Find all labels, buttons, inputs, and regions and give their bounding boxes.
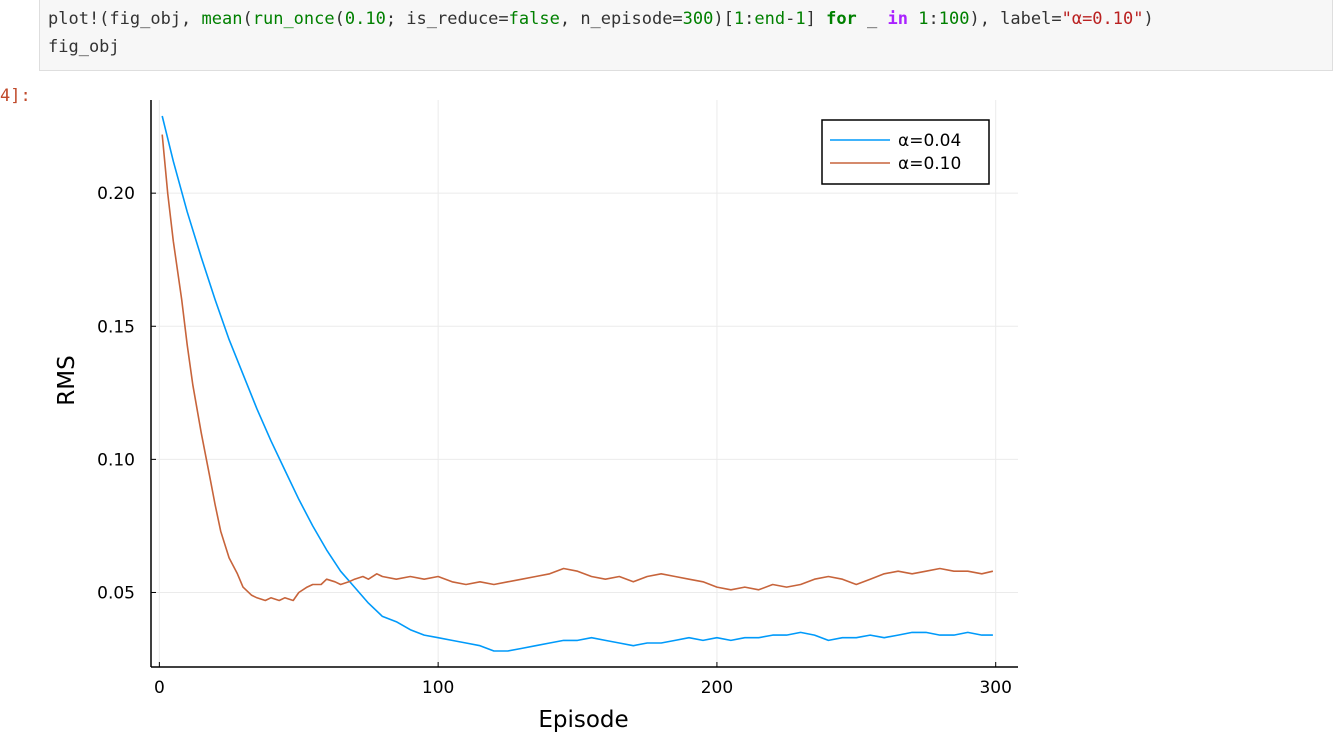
output-prompt: 4]: bbox=[0, 86, 31, 106]
code-cell[interactable]: plot!(fig_obj, mean(run_once(0.10; is_re… bbox=[39, 0, 1333, 71]
code-token: 100 bbox=[938, 9, 970, 29]
code-token: run_once bbox=[252, 9, 335, 29]
code-token: end bbox=[754, 9, 786, 29]
code-token: : bbox=[744, 9, 755, 29]
code-token: , n_episode= bbox=[559, 9, 683, 29]
code-token: mean bbox=[201, 9, 243, 29]
code-token: plot!(fig_obj, bbox=[48, 9, 202, 29]
legend-label: α=0.10 bbox=[898, 154, 961, 174]
code-token: false bbox=[508, 9, 560, 29]
legend-box bbox=[821, 119, 990, 185]
y-axis-title: RMS bbox=[54, 355, 80, 405]
x-tick-label: 0 bbox=[154, 678, 165, 698]
code-token: 0.10 bbox=[344, 9, 386, 29]
code-line-1: plot!(fig_obj, mean(run_once(0.10; is_re… bbox=[48, 9, 1154, 29]
series-line-1 bbox=[161, 115, 993, 652]
code-token: 1 bbox=[795, 9, 806, 29]
code-token: for bbox=[826, 9, 857, 29]
code-token: "α=0.10" bbox=[1061, 9, 1144, 29]
x-tick-label: 300 bbox=[979, 678, 1011, 698]
code-token: ( bbox=[334, 9, 345, 29]
code-token: 1 bbox=[918, 9, 929, 29]
y-tick-label: 0.20 bbox=[97, 184, 135, 204]
code-line-2: fig_obj bbox=[48, 37, 120, 57]
x-tick-label: 200 bbox=[701, 678, 733, 698]
code-token: ), label= bbox=[969, 9, 1062, 29]
code-token: in bbox=[887, 9, 908, 29]
y-tick-label: 0.10 bbox=[97, 450, 135, 470]
code-token: _ bbox=[856, 9, 888, 29]
code-token: )[ bbox=[713, 9, 734, 29]
code-token: 300 bbox=[682, 9, 714, 29]
y-tick-label: 0.15 bbox=[97, 317, 135, 337]
series-line-2 bbox=[161, 134, 994, 602]
code-token: - bbox=[785, 9, 796, 29]
x-axis-title: Episode bbox=[538, 707, 628, 733]
code-token: ; is_reduce= bbox=[385, 9, 509, 29]
code-token: ( bbox=[242, 9, 253, 29]
code-token: ] bbox=[805, 9, 827, 29]
code-token: ) bbox=[1143, 9, 1154, 29]
code-token: 1 bbox=[733, 9, 745, 29]
code-token: : bbox=[928, 9, 939, 29]
x-tick-label: 100 bbox=[422, 678, 454, 698]
y-tick-label: 0.05 bbox=[97, 583, 135, 603]
legend-label: α=0.04 bbox=[898, 131, 961, 151]
